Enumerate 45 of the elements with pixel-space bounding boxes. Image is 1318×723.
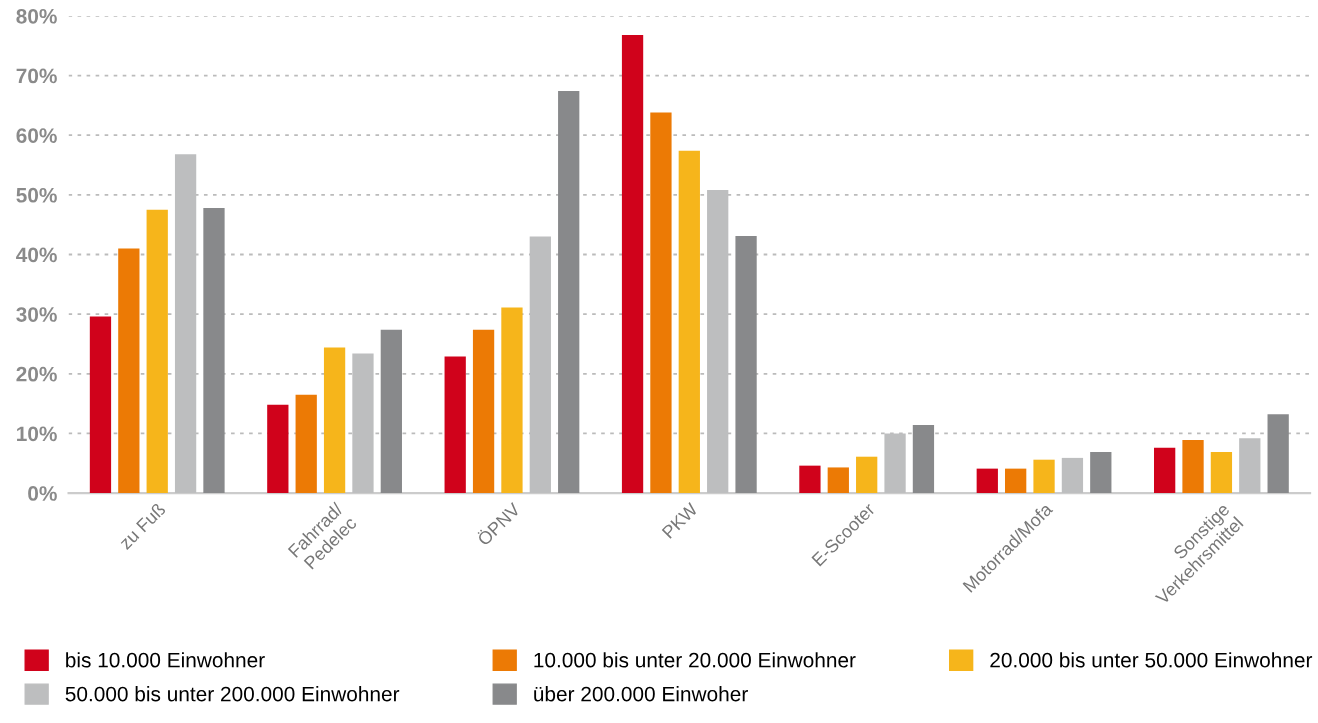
- y-tick-label: 70%: [16, 68, 57, 84]
- bar: [1090, 451, 1112, 494]
- bar: [1061, 457, 1084, 494]
- y-tick-label: 30%: [16, 307, 57, 322]
- bar: [472, 329, 495, 494]
- bar: [678, 150, 700, 494]
- y-tick-label: 60%: [16, 128, 57, 143]
- bar: [1154, 447, 1176, 494]
- legend-label: 20.000 bis unter 50.000 Einwohner: [990, 652, 1313, 668]
- bar: [380, 329, 402, 494]
- legend-label: 50.000 bis unter 200.000 Einwohner: [65, 686, 400, 702]
- legend-label: bis 10.000 Einwohner: [66, 652, 265, 668]
- bar: [444, 356, 466, 494]
- bar: [976, 468, 998, 494]
- bar: [912, 425, 935, 494]
- bar: [89, 316, 112, 494]
- legend-label: 10.000 bis unter 20.000 Einwohner: [534, 652, 856, 668]
- legend-label: über 200.000 Einwoher: [534, 686, 748, 702]
- bar: [621, 34, 644, 494]
- y-tick-label: 80%: [16, 8, 57, 24]
- y-tick-label: 10%: [17, 426, 57, 442]
- bar: [203, 207, 225, 494]
- bar: [1033, 459, 1055, 494]
- bar: [799, 465, 821, 494]
- bar: [558, 91, 580, 494]
- bar: [323, 347, 346, 494]
- bar: [501, 307, 523, 494]
- y-tick-label: 20%: [16, 366, 57, 382]
- y-tick-label: 40%: [16, 247, 57, 263]
- y-tick-label: 0%: [28, 486, 57, 501]
- bar: [735, 236, 757, 494]
- bar: [1210, 451, 1233, 494]
- bar: [146, 209, 168, 494]
- bar: [1267, 414, 1289, 494]
- bar: [267, 404, 289, 494]
- bar: [1239, 438, 1261, 494]
- x-tick-label: zu Fuß: [118, 501, 167, 551]
- bar: [856, 456, 878, 494]
- y-tick-label: 50%: [16, 187, 57, 203]
- bar: [1182, 440, 1204, 494]
- bar: [1005, 468, 1027, 494]
- bar: [827, 467, 849, 494]
- bar: [650, 112, 672, 494]
- bar: [118, 248, 140, 494]
- bar: [295, 394, 317, 494]
